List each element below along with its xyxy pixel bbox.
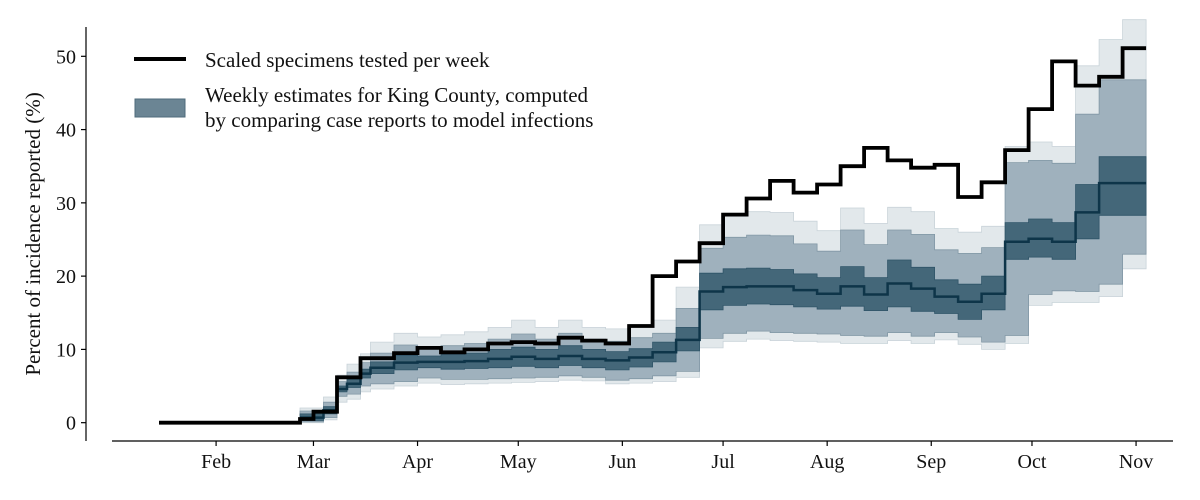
series-lines — [159, 46, 1147, 425]
legend-band-swatch — [134, 98, 186, 118]
x-tick-label: Mar — [297, 451, 331, 473]
y-tick-label: 0 — [66, 413, 76, 435]
legend-label-specimens: Scaled specimens tested per week — [205, 48, 490, 72]
x-tick-label: Sep — [916, 451, 946, 473]
legend-label-estimates-line1: Weekly estimates for King County, comput… — [205, 83, 589, 107]
x-ticks: Feb Mar Apr May Jun Jul Aug Sep Oct Nov — [201, 441, 1153, 473]
x-tick-label: Jul — [711, 451, 735, 473]
estimate-bands — [299, 19, 1147, 424]
y-tick-label: 30 — [56, 193, 76, 215]
legend: Scaled specimens tested per week Weekly … — [134, 48, 593, 132]
specimens-line — [159, 46, 1147, 425]
x-tick-label: Nov — [1119, 451, 1153, 473]
y-ticks: 0 10 20 30 40 50 — [56, 46, 86, 435]
y-axis-title: Percent of incidence reported (%) — [21, 92, 45, 375]
y-tick-label: 50 — [56, 46, 76, 68]
legend-label-estimates-line2: by comparing case reports to model infec… — [205, 108, 593, 132]
band-median-line — [300, 181, 1147, 419]
x-tick-label: May — [500, 451, 537, 473]
y-tick-label: 20 — [56, 266, 76, 288]
x-tick-label: Apr — [402, 451, 433, 473]
x-tick-label: Jun — [608, 451, 636, 473]
y-tick-label: 10 — [56, 339, 76, 361]
x-tick-label: Feb — [201, 451, 231, 473]
x-tick-label: Aug — [810, 451, 844, 473]
x-tick-label: Oct — [1018, 451, 1047, 473]
y-tick-label: 40 — [56, 120, 76, 142]
